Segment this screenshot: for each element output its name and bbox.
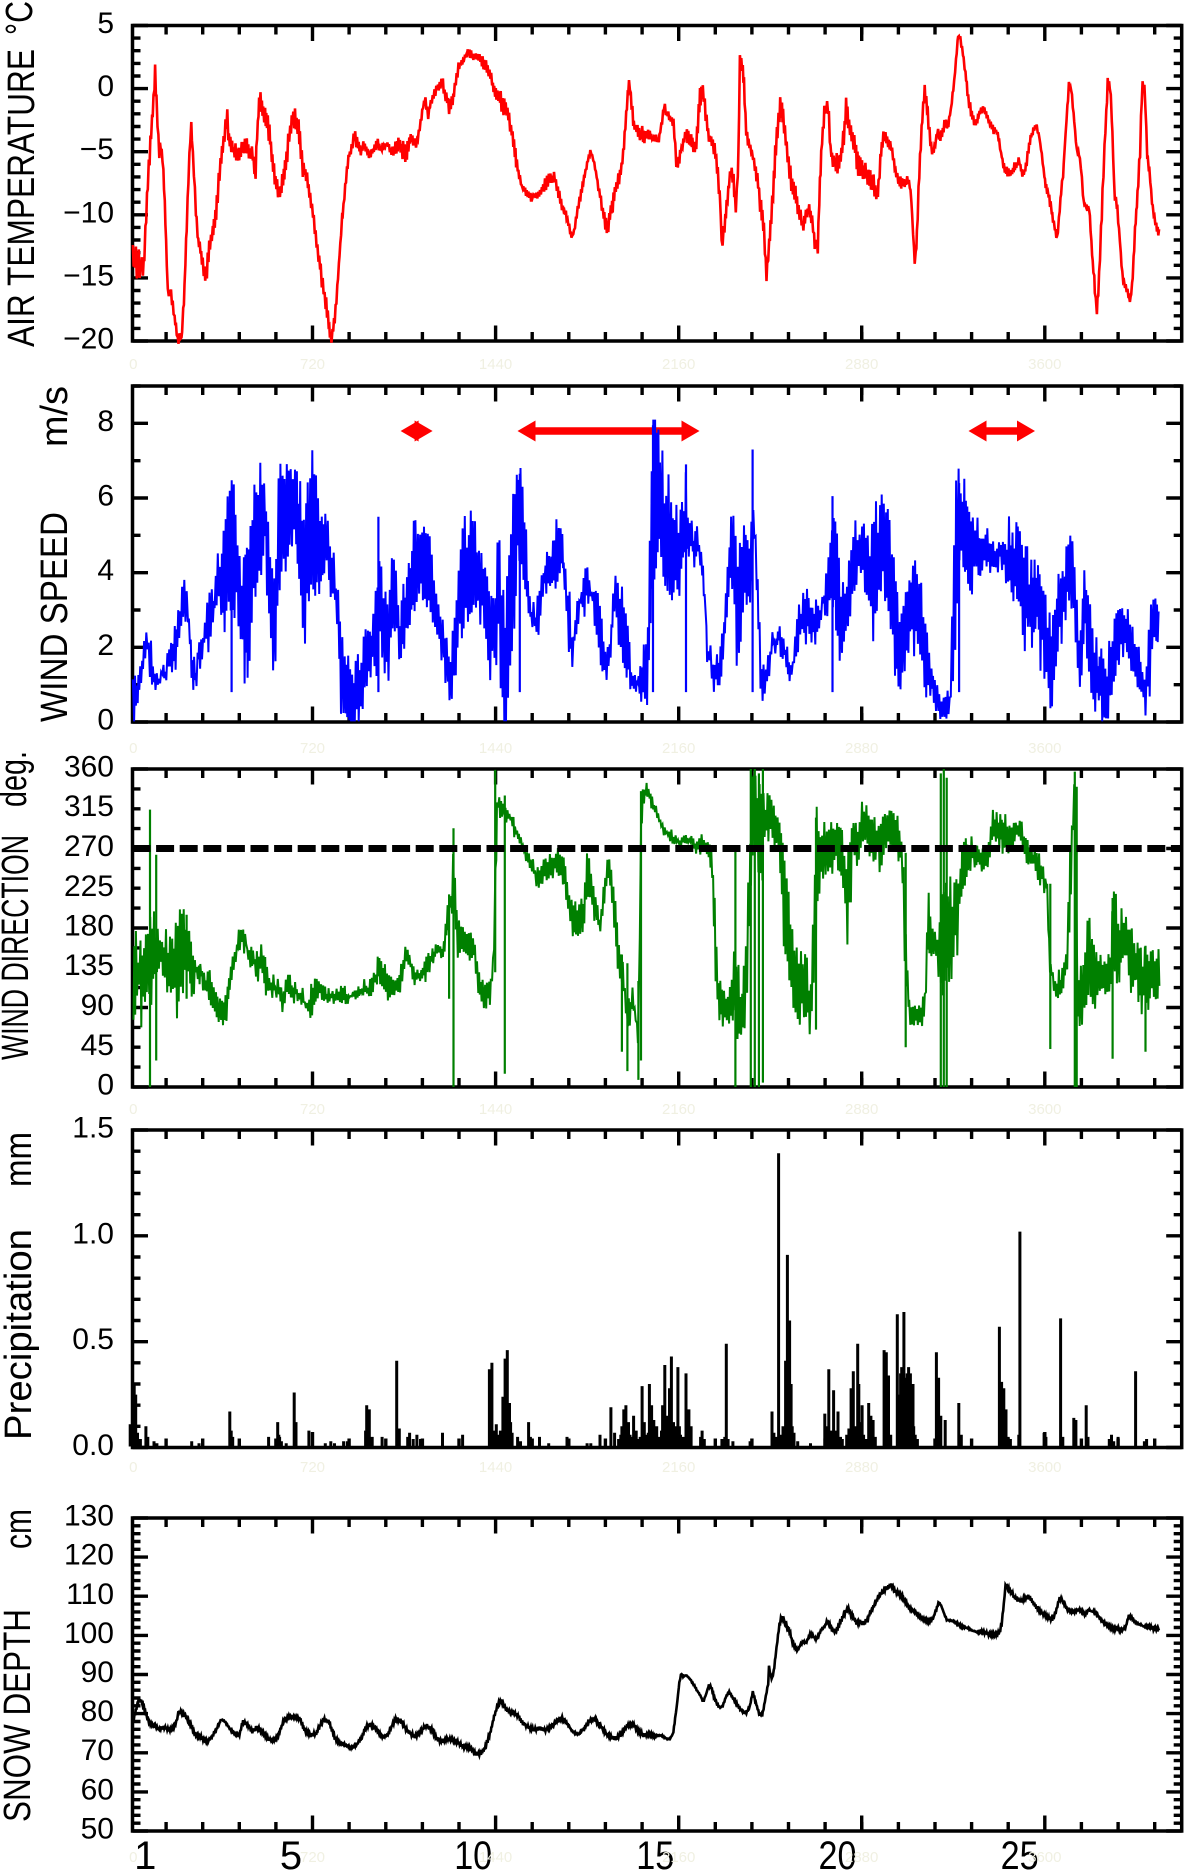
svg-text:WIND DIRECTION: WIND DIRECTION — [0, 835, 37, 1060]
svg-text:−5: −5 — [80, 133, 114, 166]
svg-text:0: 0 — [129, 356, 137, 373]
svg-text:m/s: m/s — [34, 386, 76, 447]
svg-text:0.5: 0.5 — [72, 1323, 114, 1356]
svg-text:80: 80 — [81, 1695, 114, 1728]
svg-text:5: 5 — [280, 1834, 302, 1870]
svg-text:2160: 2160 — [662, 740, 695, 757]
svg-text:15: 15 — [636, 1834, 674, 1870]
svg-text:4: 4 — [97, 554, 114, 587]
svg-text:1440: 1440 — [479, 1101, 512, 1118]
svg-text:2880: 2880 — [845, 740, 878, 757]
svg-text:315: 315 — [64, 790, 114, 823]
svg-text:20: 20 — [819, 1834, 857, 1870]
svg-text:mm: mm — [0, 1132, 40, 1187]
svg-text:270: 270 — [64, 830, 114, 863]
svg-text:1: 1 — [134, 1834, 156, 1870]
svg-text:AIR TEMPERATURE: AIR TEMPERATURE — [1, 49, 43, 347]
svg-text:100: 100 — [64, 1617, 114, 1650]
svg-text:2160: 2160 — [662, 1459, 695, 1476]
svg-text:360: 360 — [64, 751, 114, 784]
svg-text:135: 135 — [64, 949, 114, 982]
svg-text:130: 130 — [64, 1500, 114, 1533]
svg-text:−15: −15 — [63, 259, 114, 292]
svg-text:0.0: 0.0 — [72, 1429, 114, 1462]
svg-text:2160: 2160 — [662, 356, 695, 373]
svg-text:2880: 2880 — [845, 1849, 878, 1866]
svg-text:225: 225 — [64, 870, 114, 903]
svg-text:720: 720 — [300, 1101, 325, 1118]
svg-text:5: 5 — [97, 7, 114, 40]
svg-text:90: 90 — [81, 1656, 114, 1689]
svg-text:720: 720 — [300, 356, 325, 373]
svg-text:deg.: deg. — [0, 751, 35, 807]
svg-text:0: 0 — [129, 740, 137, 757]
svg-text:45: 45 — [81, 1029, 114, 1062]
svg-text:180: 180 — [64, 910, 114, 943]
svg-text:110: 110 — [66, 1578, 114, 1611]
svg-text:2880: 2880 — [845, 1459, 878, 1476]
svg-text:3600: 3600 — [1028, 356, 1061, 373]
svg-text:WIND SPEED: WIND SPEED — [34, 512, 76, 722]
svg-text:720: 720 — [300, 1849, 325, 1866]
svg-text:60: 60 — [81, 1773, 114, 1806]
svg-text:2160: 2160 — [662, 1101, 695, 1118]
svg-text:25: 25 — [1001, 1834, 1039, 1870]
svg-text:°C: °C — [0, 1, 41, 35]
svg-text:1440: 1440 — [479, 356, 512, 373]
svg-text:Precipitation: Precipitation — [0, 1229, 40, 1440]
svg-text:10: 10 — [454, 1834, 492, 1870]
svg-text:3600: 3600 — [1028, 1459, 1061, 1476]
svg-text:−10: −10 — [63, 196, 114, 229]
svg-text:1440: 1440 — [479, 740, 512, 757]
svg-text:2: 2 — [97, 629, 114, 662]
svg-text:−20: −20 — [63, 323, 114, 356]
svg-text:90: 90 — [81, 989, 114, 1022]
svg-text:0: 0 — [97, 70, 114, 103]
svg-text:2880: 2880 — [845, 356, 878, 373]
svg-text:120: 120 — [64, 1539, 114, 1572]
svg-text:2880: 2880 — [845, 1101, 878, 1118]
svg-text:3600: 3600 — [1028, 1101, 1061, 1118]
svg-text:SNOW DEPTH: SNOW DEPTH — [0, 1609, 39, 1822]
svg-text:1440: 1440 — [479, 1459, 512, 1476]
svg-text:3600: 3600 — [1028, 740, 1061, 757]
svg-text:0: 0 — [129, 1849, 137, 1866]
svg-text:1.0: 1.0 — [72, 1217, 114, 1250]
svg-text:3600: 3600 — [1028, 1849, 1061, 1866]
svg-text:2160: 2160 — [662, 1849, 695, 1866]
svg-text:0: 0 — [129, 1459, 137, 1476]
svg-text:6: 6 — [97, 480, 114, 513]
svg-text:50: 50 — [81, 1813, 114, 1846]
svg-text:720: 720 — [300, 1459, 325, 1476]
svg-text:0: 0 — [129, 1101, 137, 1118]
svg-text:8: 8 — [97, 405, 114, 438]
svg-text:70: 70 — [81, 1734, 114, 1767]
svg-text:0: 0 — [97, 1069, 114, 1102]
svg-text:1.5: 1.5 — [72, 1112, 114, 1145]
svg-text:720: 720 — [300, 740, 325, 757]
svg-text:0: 0 — [97, 704, 114, 737]
svg-text:cm: cm — [0, 1509, 40, 1549]
svg-text:1440: 1440 — [479, 1849, 512, 1866]
